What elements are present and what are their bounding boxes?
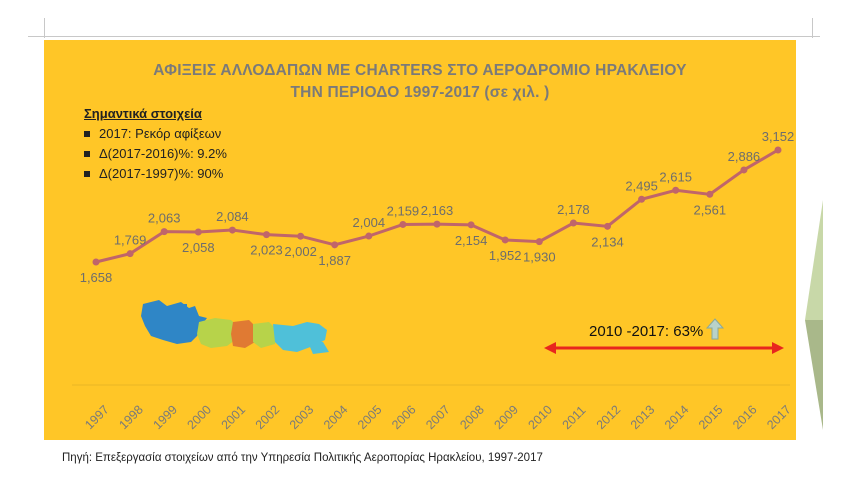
key-fact-text: Δ(2017-2016)%: 9.2% — [99, 146, 227, 161]
bullet-icon — [84, 130, 90, 137]
data-point — [740, 166, 748, 174]
data-label: 2,178 — [557, 202, 590, 217]
data-label: 3,152 — [762, 129, 795, 144]
data-point — [297, 232, 305, 240]
data-label: 1,658 — [80, 270, 113, 285]
data-label: 2,615 — [659, 169, 692, 184]
corner-decoration-dark — [805, 320, 823, 430]
page-frame-right-line — [812, 18, 813, 38]
data-point — [706, 190, 714, 198]
data-label: 1,887 — [318, 253, 351, 268]
data-point — [194, 228, 202, 236]
key-fact-item: Δ(2017-1997)%: 90% — [84, 166, 223, 181]
line-chart: 1,65819971,76919982,06319992,05820002,08… — [72, 129, 795, 432]
data-label: 2,159 — [387, 203, 420, 218]
data-point — [365, 232, 373, 240]
bullet-icon — [84, 170, 90, 177]
data-label: 2,886 — [728, 149, 761, 164]
data-label: 2,154 — [455, 233, 488, 248]
data-point — [501, 236, 509, 244]
data-point — [535, 238, 543, 246]
data-label: 2,023 — [250, 243, 283, 258]
bullet-icon — [84, 150, 90, 157]
key-fact-item: 2017: Ρεκόρ αφίξεων — [84, 126, 221, 141]
page-frame-top-line — [28, 36, 820, 37]
data-label: 2,084 — [216, 209, 249, 224]
data-label: 2,561 — [694, 202, 727, 217]
data-label: 1,930 — [523, 250, 556, 265]
data-point — [263, 231, 270, 239]
data-label: 2,063 — [148, 211, 181, 226]
key-fact-item: Δ(2017-2016)%: 9.2% — [84, 146, 227, 161]
data-point — [604, 222, 611, 230]
data-point — [228, 226, 236, 234]
data-label: 2,134 — [591, 234, 624, 249]
data-point — [399, 220, 407, 228]
source-note: Πηγή: Επεξεργασία στοιχείων από την Υπηρ… — [62, 452, 543, 464]
data-label: 2,004 — [353, 215, 386, 230]
data-point — [569, 219, 577, 227]
chart-panel: ΑΦΙΞΕΙΣ ΑΛΛΟΔΑΠΩΝ ΜΕ CHARTERS ΣΤΟ ΑΕΡΟΔΡ… — [44, 40, 796, 440]
callout-text: 2010 -2017: 63% — [589, 323, 704, 340]
data-point — [467, 221, 475, 229]
crete-map-icon — [141, 300, 329, 354]
range-callout-graphic — [544, 342, 784, 354]
double-arrow-icon — [544, 342, 784, 354]
data-point — [433, 220, 441, 228]
data-label: 2,163 — [421, 203, 454, 218]
data-label: 1,769 — [114, 233, 147, 248]
page-frame-left-line — [44, 18, 45, 38]
data-point — [638, 195, 646, 203]
data-point — [774, 146, 782, 154]
data-label: 2,495 — [625, 178, 658, 193]
data-label: 2,058 — [182, 240, 215, 255]
chart-title: ΑΦΙΞΕΙΣ ΑΛΛΟΔΑΠΩΝ ΜΕ CHARTERS ΣΤΟ ΑΕΡΟΔΡ… — [153, 62, 687, 79]
data-point — [92, 258, 100, 266]
corner-decoration-light — [805, 200, 823, 320]
data-label: 1,952 — [489, 248, 522, 263]
data-point — [126, 250, 134, 258]
data-point — [331, 241, 339, 249]
data-point — [160, 228, 168, 236]
chart-subtitle: ΤΗΝ ΠΕΡΙΟΔΟ 1997-2017 (σε χιλ. ) — [290, 84, 550, 101]
key-facts-title: Σημαντικά στοιχεία — [84, 106, 202, 121]
key-fact-text: 2017: Ρεκόρ αφίξεων — [99, 126, 222, 141]
key-fact-text: Δ(2017-1997)%: 90% — [99, 166, 224, 181]
data-point — [672, 186, 680, 194]
data-label: 2,002 — [284, 244, 317, 259]
up-arrow-icon — [706, 318, 724, 340]
